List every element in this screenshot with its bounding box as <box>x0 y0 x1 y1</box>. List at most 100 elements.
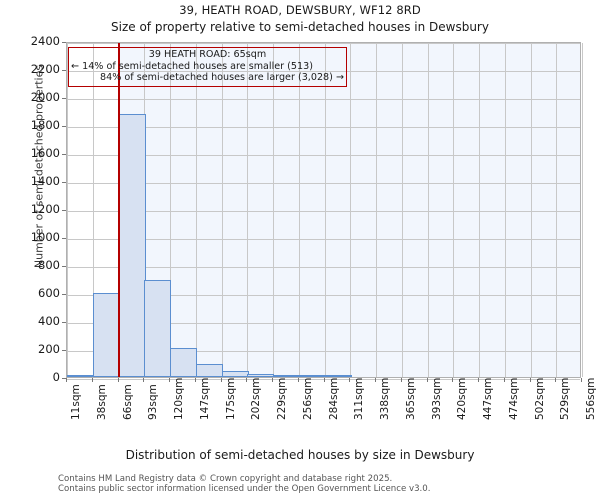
x-tick-label: 202sqm <box>250 377 263 420</box>
x-tick-label: 147sqm <box>198 377 211 420</box>
x-tick-mark <box>221 378 222 382</box>
chart-plot-area <box>66 42 583 380</box>
x-tick-label: 66sqm <box>121 384 134 420</box>
vertical-gridline <box>325 43 326 377</box>
y-tick-label: 1000 <box>30 230 60 244</box>
y-tick-mark <box>62 350 66 351</box>
horizontal-gridline <box>67 239 580 240</box>
x-tick-mark <box>118 378 119 382</box>
y-axis-label: Number of semi-detached properties <box>32 64 46 269</box>
x-tick-mark <box>555 378 556 382</box>
horizontal-gridline <box>67 351 580 352</box>
horizontal-gridline <box>67 323 580 324</box>
histogram-bar <box>222 370 249 377</box>
y-tick-mark <box>62 70 66 71</box>
footer-line-2: Contains public sector information licen… <box>58 484 431 495</box>
x-tick-label: 229sqm <box>276 377 288 420</box>
x-tick-label: 393sqm <box>430 377 443 420</box>
x-tick-label: 120sqm <box>173 377 185 420</box>
x-tick-mark <box>272 378 273 382</box>
x-tick-mark <box>246 378 247 382</box>
x-tick-mark <box>324 378 325 382</box>
histogram-bar <box>170 348 197 377</box>
x-tick-mark <box>401 378 402 382</box>
vertical-gridline <box>299 43 300 377</box>
x-tick-label: 365sqm <box>404 377 417 420</box>
x-tick-mark <box>66 378 67 382</box>
y-tick-label: 800 <box>38 258 60 272</box>
x-tick-mark <box>195 378 196 382</box>
annotation-line-3: 84% of semi-detached houses are larger (… <box>100 72 344 84</box>
y-tick-mark <box>62 182 66 183</box>
y-tick-label: 1600 <box>30 146 60 160</box>
histogram-bar <box>144 280 171 377</box>
property-annotation-box: 39 HEATH ROAD: 65sqm ← 14% of semi-detac… <box>68 47 347 87</box>
x-tick-label: 93sqm <box>147 384 160 420</box>
y-tick-mark <box>62 322 66 323</box>
x-tick-label: 474sqm <box>507 377 520 420</box>
y-tick-label: 1200 <box>30 202 60 216</box>
vertical-gridline <box>170 43 171 377</box>
histogram-bar <box>67 375 94 377</box>
x-tick-label: 420sqm <box>456 377 469 420</box>
vertical-gridline <box>67 43 68 377</box>
horizontal-gridline <box>67 295 580 296</box>
y-tick-mark <box>62 266 66 267</box>
y-tick-mark <box>62 98 66 99</box>
y-tick-mark <box>62 294 66 295</box>
histogram-bar <box>93 293 120 377</box>
x-tick-mark <box>581 378 582 382</box>
x-tick-label: 256sqm <box>301 377 314 420</box>
histogram-bar <box>325 375 352 377</box>
y-tick-mark <box>62 238 66 239</box>
attribution-footer: Contains HM Land Registry data © Crown c… <box>58 474 598 495</box>
vertical-gridline <box>556 43 557 377</box>
x-tick-mark <box>452 378 453 382</box>
x-tick-label: 338sqm <box>379 377 391 420</box>
horizontal-gridline <box>67 127 580 128</box>
horizontal-gridline <box>67 183 580 184</box>
y-tick-mark <box>62 210 66 211</box>
above-marker-shading <box>118 43 580 377</box>
y-tick-label: 400 <box>38 314 60 328</box>
annotation-line-2: ← 14% of semi-detached houses are smalle… <box>71 60 313 72</box>
y-tick-label: 1400 <box>30 174 60 188</box>
vertical-gridline <box>93 43 94 377</box>
annotation-line-1: 39 HEATH ROAD: 65sqm <box>148 49 267 60</box>
histogram-bar <box>247 373 274 377</box>
y-tick-label: 2000 <box>30 90 60 104</box>
page-title: 39, HEATH ROAD, DEWSBURY, WF12 8RD <box>179 3 421 17</box>
vertical-gridline <box>505 43 506 377</box>
x-tick-mark <box>349 378 350 382</box>
vertical-gridline <box>247 43 248 377</box>
x-tick-mark <box>530 378 531 382</box>
x-tick-mark <box>92 378 93 382</box>
vertical-gridline <box>479 43 480 377</box>
horizontal-gridline <box>67 267 580 268</box>
vertical-gridline <box>453 43 454 377</box>
y-tick-label: 1800 <box>30 118 60 132</box>
x-axis-label: Distribution of semi-detached houses by … <box>125 448 475 462</box>
vertical-gridline <box>402 43 403 377</box>
y-tick-mark <box>62 154 66 155</box>
y-tick-label: 2400 <box>30 34 60 48</box>
x-tick-label: 556sqm <box>585 377 597 420</box>
y-tick-mark <box>62 42 66 43</box>
horizontal-gridline <box>67 43 580 44</box>
vertical-gridline <box>222 43 223 377</box>
y-tick-label: 0 <box>52 370 60 384</box>
y-tick-label: 600 <box>38 286 60 300</box>
histogram-bar <box>196 363 223 377</box>
x-tick-label: 11sqm <box>70 384 82 420</box>
horizontal-gridline <box>67 379 580 380</box>
y-tick-label: 200 <box>38 342 60 356</box>
property-marker-line <box>117 43 120 377</box>
histogram-bar <box>119 113 146 377</box>
chart-subtitle: Size of property relative to semi-detach… <box>111 20 489 34</box>
vertical-gridline <box>531 43 532 377</box>
y-tick-mark <box>62 126 66 127</box>
x-tick-mark <box>169 378 170 382</box>
horizontal-gridline <box>67 155 580 156</box>
x-tick-label: 447sqm <box>482 377 494 420</box>
vertical-gridline <box>350 43 351 377</box>
